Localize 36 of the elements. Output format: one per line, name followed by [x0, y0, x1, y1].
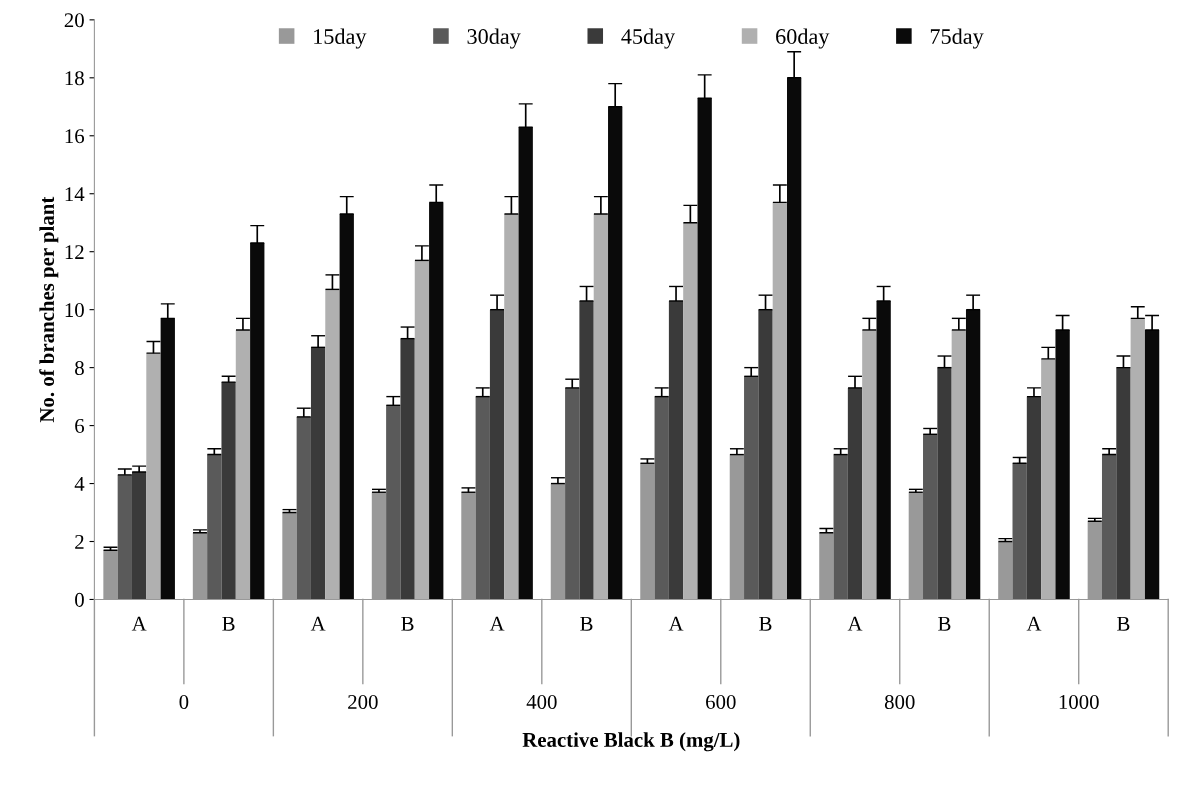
y-tick-label: 14: [65, 187, 85, 201]
text: 400: [526, 694, 557, 710]
y-tick-label: 12: [65, 245, 84, 259]
y-tick-label: 8: [75, 361, 84, 376]
text: 600: [706, 694, 736, 710]
x-tick-label: A: [847, 616, 863, 631]
legend-label: 30day: [467, 28, 521, 49]
x-tick-label: A: [1026, 616, 1042, 631]
y-tick-label: 20: [64, 13, 84, 28]
y-tick-label: 6: [75, 419, 85, 434]
x-tick-label: B: [580, 616, 593, 631]
x-tick-label: B: [1117, 616, 1130, 631]
y-tick-label: 0: [75, 592, 84, 607]
x-tick-label: A: [131, 616, 147, 631]
y-tick-label: 18: [65, 71, 84, 86]
legend-label: 75day: [930, 28, 984, 49]
text: 0: [179, 694, 189, 710]
x-tick-label: B: [938, 616, 951, 631]
y-tick-label: 2: [75, 534, 84, 549]
x-axis-title: Reactive Black B (mg/L): [522, 732, 740, 752]
x-tick-label: B: [222, 616, 235, 631]
text: 800: [884, 694, 915, 710]
legend-label: 60day: [776, 28, 830, 49]
x-tick-label: A: [310, 616, 326, 631]
y-tick-label: 16: [65, 129, 85, 144]
y-tick-label: 4: [74, 477, 85, 491]
legend-label: 45day: [621, 28, 676, 49]
legend-label: 15day: [314, 28, 367, 49]
y-axis-title: No. of branches per plant: [39, 196, 59, 423]
x-tick-label: B: [401, 616, 414, 631]
text: 1000: [1059, 694, 1099, 710]
x-tick-label: A: [489, 616, 505, 631]
x-tick-label: A: [668, 616, 684, 631]
x-tick-label: B: [759, 616, 772, 631]
y-tick-label: 10: [65, 303, 84, 318]
text: 200: [348, 694, 378, 710]
